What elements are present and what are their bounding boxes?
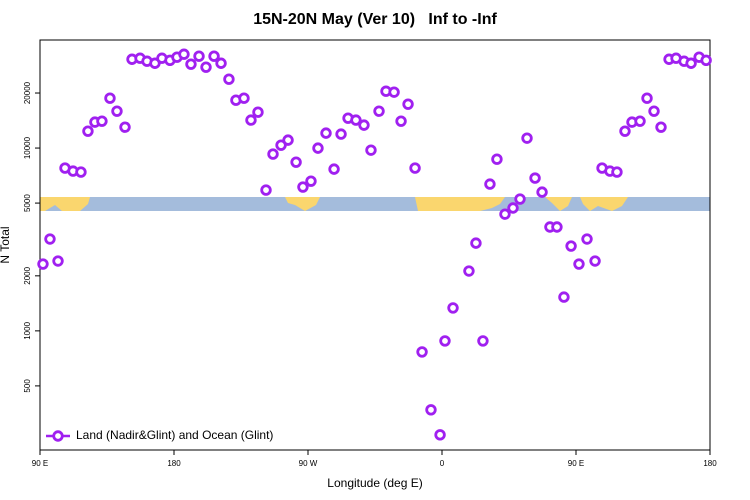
point <box>335 128 347 140</box>
point <box>589 255 601 267</box>
point <box>499 208 511 220</box>
point <box>581 233 593 245</box>
chart-title: 15N-20N May (Ver 10) Inf to -Inf <box>253 11 497 28</box>
point <box>619 125 631 137</box>
point <box>75 166 87 178</box>
point <box>52 255 64 267</box>
x-tick-label: 90 W <box>299 459 318 468</box>
point <box>290 156 302 168</box>
point <box>470 237 482 249</box>
point <box>634 115 646 127</box>
point <box>685 57 697 69</box>
x-tick-label: 180 <box>703 459 717 468</box>
y-tick-label: 2000 <box>23 266 32 284</box>
y-tick-label: 10000 <box>23 136 32 159</box>
point <box>388 86 400 98</box>
point <box>648 105 660 117</box>
point <box>439 335 451 347</box>
legend-marker <box>52 430 64 442</box>
point <box>700 54 712 67</box>
point <box>507 202 519 214</box>
point <box>395 115 407 127</box>
point <box>611 166 623 178</box>
point <box>425 404 437 416</box>
point <box>282 134 294 146</box>
point <box>358 119 370 131</box>
point <box>365 144 377 156</box>
point <box>536 186 548 198</box>
x-tick-label: 180 <box>167 459 181 468</box>
point <box>521 132 533 144</box>
point <box>373 105 385 117</box>
point <box>416 346 428 358</box>
point <box>409 162 421 174</box>
point <box>193 50 205 62</box>
point <box>477 335 489 347</box>
point <box>104 92 116 104</box>
point <box>320 127 332 139</box>
point <box>447 302 459 314</box>
point <box>82 125 94 137</box>
x-tick-label: 90 E <box>568 459 584 468</box>
point <box>178 48 190 60</box>
point <box>573 258 585 270</box>
point <box>305 175 317 187</box>
plot-frame <box>39 39 711 451</box>
point <box>37 258 49 270</box>
point <box>641 92 653 104</box>
y-tick-label: 1000 <box>23 321 32 339</box>
x-tick-label: 90 E <box>32 459 48 468</box>
point <box>252 106 264 118</box>
y-tick-label: 20000 <box>23 81 32 104</box>
point <box>223 73 235 85</box>
point <box>514 193 526 205</box>
point <box>565 240 577 252</box>
x-axis-label: Longitude (deg E) <box>327 476 422 490</box>
point <box>484 178 496 190</box>
point <box>119 121 131 133</box>
point <box>260 184 272 196</box>
point <box>297 181 309 193</box>
point <box>238 92 250 104</box>
map-strip <box>40 197 710 211</box>
y-tick-label: 5000 <box>23 194 32 212</box>
point <box>185 58 197 70</box>
point <box>96 115 108 127</box>
point <box>350 114 362 126</box>
point <box>245 114 257 126</box>
point <box>200 61 212 73</box>
point <box>529 172 541 184</box>
legend-label: Land (Nadir&Glint) and Ocean (Glint) <box>76 428 273 442</box>
point <box>312 142 324 154</box>
point <box>328 163 340 175</box>
point <box>267 148 279 160</box>
point <box>434 429 446 441</box>
point <box>208 50 220 62</box>
point <box>215 57 227 69</box>
point <box>111 105 123 117</box>
point <box>463 265 475 277</box>
y-axis-label: N Total <box>0 226 12 263</box>
point <box>558 291 570 303</box>
point <box>491 153 503 165</box>
x-tick-label: 0 <box>440 459 445 468</box>
point <box>655 121 667 133</box>
point <box>44 233 56 245</box>
y-tick-label: 500 <box>23 379 32 393</box>
point <box>402 98 414 110</box>
point <box>551 221 563 233</box>
